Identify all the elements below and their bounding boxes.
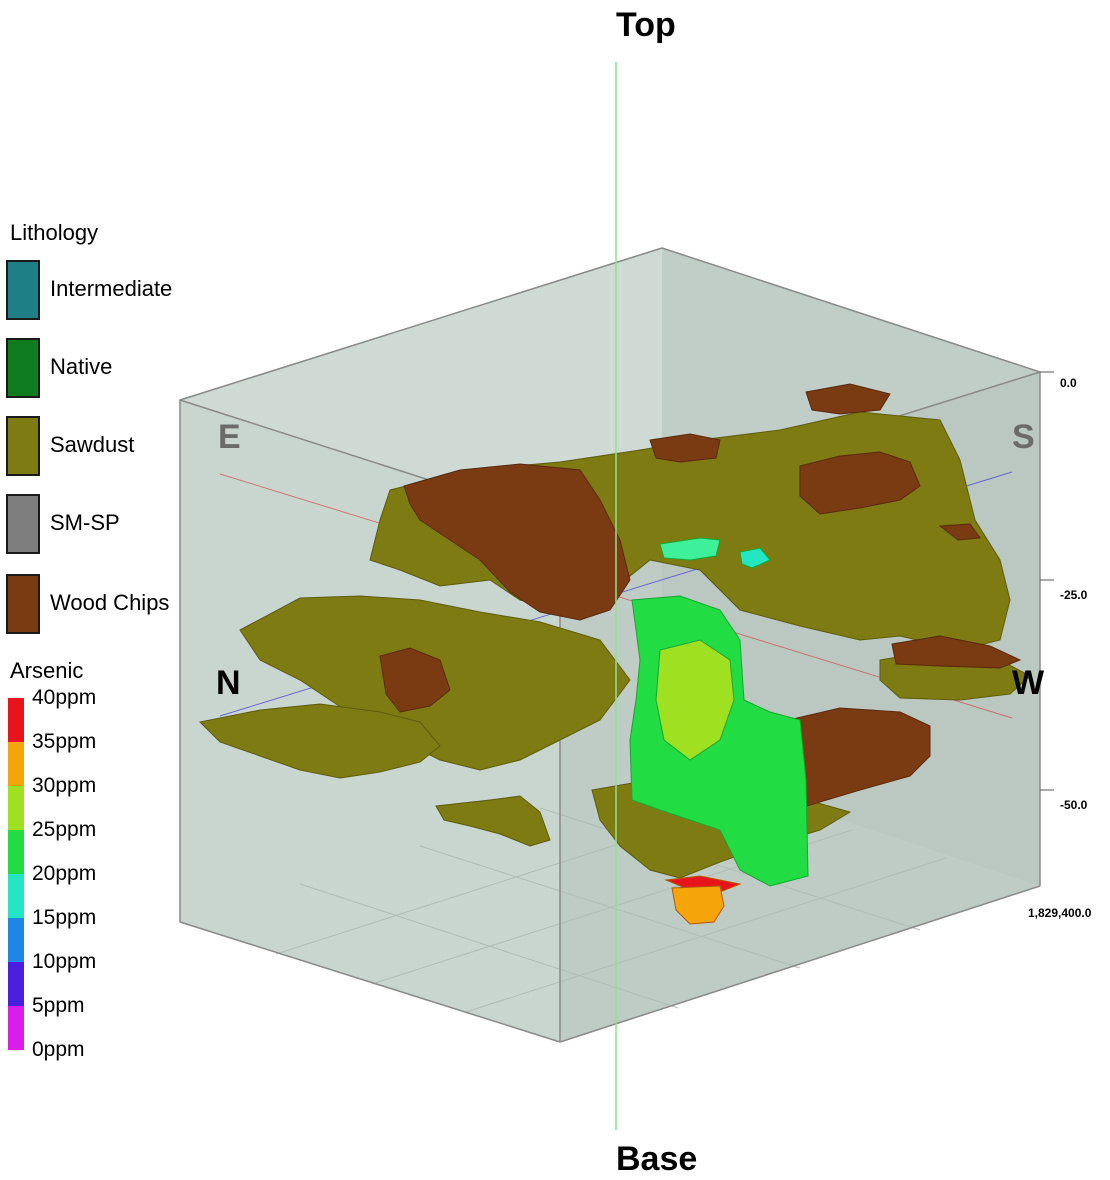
arsenic-ramp-segment: [8, 962, 24, 1006]
depth-axis-ticks: [1040, 371, 1054, 791]
arsenic-label-0: 0ppm: [32, 1038, 85, 1061]
compass-west-label: W: [1012, 664, 1045, 702]
legend-swatch: [6, 338, 40, 398]
arsenic-label-5: 5ppm: [32, 994, 85, 1017]
lithology-legend-title: Lithology: [10, 220, 99, 245]
legend-swatch: [6, 260, 40, 320]
legend-label: SM-SP: [50, 510, 120, 535]
arsenic-ramp-segment: [8, 918, 24, 962]
legend-label: Wood Chips: [50, 590, 170, 615]
legend-label: Sawdust: [50, 432, 135, 457]
arsenic-ramp-segment: [8, 830, 24, 874]
easting-label: 1,829,400.0: [1028, 906, 1092, 920]
depth-tick-2: -50.0: [1060, 798, 1088, 812]
arsenic-label-30: 30ppm: [32, 774, 97, 797]
legend-label: Native: [50, 354, 113, 379]
arsenic-plume-voxels: [629, 537, 809, 887]
base-label: Base: [616, 1140, 698, 1178]
arsenic-label-15: 15ppm: [32, 906, 97, 929]
depth-tick-0: 0.0: [1060, 376, 1077, 390]
arsenic-hotspot-voxels: [664, 875, 742, 925]
arsenic-ramp-segment: [8, 742, 24, 786]
voxel-bodies: [198, 383, 1031, 925]
legend-swatch: [6, 416, 40, 476]
top-label: Top: [616, 6, 676, 44]
arsenic-label-25: 25ppm: [32, 818, 97, 841]
compass-north-label: N: [216, 664, 241, 702]
arsenic-ramp-segment: [8, 874, 24, 918]
arsenic-ramp-segment: [8, 1006, 24, 1050]
legend-swatch: [6, 574, 40, 634]
legend-label: Intermediate: [50, 276, 173, 301]
arsenic-color-ramp: [8, 698, 24, 1050]
arsenic-label-10: 10ppm: [32, 950, 97, 973]
legend-swatch: [6, 494, 40, 554]
arsenic-label-40: 40ppm: [32, 686, 97, 709]
compass-east-label: E: [218, 418, 241, 456]
arsenic-label-20: 20ppm: [32, 862, 97, 885]
arsenic-ramp-segment: [8, 698, 24, 742]
depth-tick-1: -25.0: [1060, 588, 1088, 602]
arsenic-ramp-segment: [8, 786, 24, 830]
compass-south-label: S: [1012, 418, 1035, 456]
arsenic-label-35: 35ppm: [32, 730, 97, 753]
arsenic-legend-title: Arsenic: [10, 658, 84, 683]
